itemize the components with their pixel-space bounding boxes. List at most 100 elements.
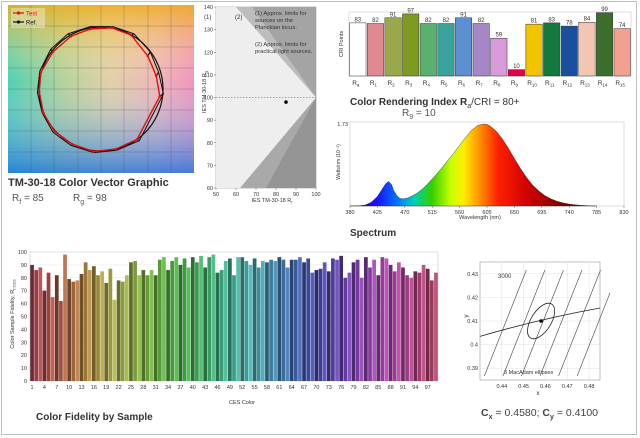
tm30-test-point xyxy=(158,94,162,98)
fidelity-x-tick-label: 25 xyxy=(128,385,134,391)
fidelity-x-tick-label: 37 xyxy=(177,385,183,391)
fidelity-bar xyxy=(199,255,203,381)
tm30-arrows xyxy=(37,26,164,153)
rf-rg-note-2: (2) Approx. limits for practical light s… xyxy=(255,42,313,55)
fidelity-y-tick-label: 20 xyxy=(21,353,27,359)
fidelity-bar xyxy=(157,259,162,381)
fidelity-bar xyxy=(376,275,381,381)
cri-title: Color Rendering Index Ra/CRI = 80+ xyxy=(350,97,520,110)
cri-category-label: R2 xyxy=(387,80,395,88)
fidelity-bar xyxy=(281,259,286,381)
spectrum-x-tick-label: 425 xyxy=(373,210,382,216)
fidelity-bar xyxy=(178,264,183,381)
fidelity-bar xyxy=(355,259,360,381)
cri-category-label: R3 xyxy=(405,80,413,88)
fidelity-x-tick-label: 85 xyxy=(375,385,381,391)
spectrum-x-tick-label: 515 xyxy=(428,210,437,216)
cri-category-label: Ra xyxy=(352,80,360,88)
fidelity-bar xyxy=(59,301,63,381)
cie-cct-label: 3000 xyxy=(498,274,512,280)
cri-category-label: R13 xyxy=(580,80,590,88)
fidelity-x-tick-label: 67 xyxy=(301,385,307,391)
spectrum-x-tick-label: 785 xyxy=(592,210,601,216)
fidelity-bar xyxy=(306,258,311,381)
fidelity-x-tick-label: 10 xyxy=(66,385,72,391)
cri-value-label: 84 xyxy=(584,17,591,23)
fidelity-y-tick-label: 10 xyxy=(21,366,27,372)
fidelity-bar xyxy=(335,259,339,381)
fidelity-bar xyxy=(133,261,137,381)
tm30-test-point xyxy=(146,54,150,58)
rf-rg-x-label: IES TM-30-18 Rf xyxy=(252,198,294,205)
fidelity-bar xyxy=(347,272,352,381)
rf-rg-y-tick-label: 80 xyxy=(207,141,213,147)
fidelity-bar xyxy=(434,272,438,381)
cri-value-label: 74 xyxy=(619,23,626,29)
fidelity-bar xyxy=(388,264,393,381)
fidelity-bar xyxy=(100,271,104,381)
legend-ref-marker xyxy=(16,20,21,24)
fidelity-x-tick-label: 31 xyxy=(153,385,159,391)
rf-rg-y-tick-label: 130 xyxy=(204,28,213,34)
cie-y-tick-label: 0.39 xyxy=(467,366,478,372)
cie-x-tick-label: 0.46 xyxy=(540,384,551,390)
fidelity-bar xyxy=(277,257,282,381)
fidelity-bar xyxy=(273,261,278,381)
cri-bar-3 xyxy=(402,13,420,77)
fidelity-bar xyxy=(190,257,195,381)
fidelity-bar xyxy=(322,262,327,381)
rf-rg-x-tick-label: 60 xyxy=(233,192,239,198)
fidelity-bar xyxy=(83,262,88,381)
fidelity-bar xyxy=(260,261,265,381)
tm30-rf: Rf = 85 xyxy=(12,193,44,206)
fidelity-bar xyxy=(46,272,51,381)
rf-rg-y-tick-label: 140 xyxy=(204,5,213,11)
fidelity-bar xyxy=(302,262,306,381)
fidelity-bar xyxy=(137,275,142,381)
fidelity-bar xyxy=(293,259,298,381)
fidelity-bar xyxy=(149,270,154,381)
region-planckian-limits xyxy=(252,7,316,98)
fidelity-bar xyxy=(203,267,208,381)
cri-value-label: 82 xyxy=(425,18,432,24)
fidelity-bar xyxy=(129,262,133,381)
tm30-test-point xyxy=(42,111,45,115)
cri-bar-9 xyxy=(507,69,525,77)
fidelity-bar xyxy=(223,261,228,381)
fidelity-x-tick-label: 1 xyxy=(31,385,34,391)
rf-rg-x-tick-label: 50 xyxy=(213,192,219,198)
tm30-test-point xyxy=(69,34,73,38)
fidelity-bar xyxy=(244,261,249,381)
fidelity-x-tick-label: 88 xyxy=(388,385,394,391)
cri-bar-5 xyxy=(437,23,455,77)
fidelity-bar xyxy=(63,254,67,381)
cri-category-label: R9 xyxy=(511,80,519,88)
region-outer xyxy=(216,7,316,188)
cri-bar-8 xyxy=(490,37,508,77)
spectrum-x-tick-label: 650 xyxy=(510,210,519,216)
fidelity-bar xyxy=(174,257,179,381)
fidelity-y-tick-label: 60 xyxy=(21,302,27,308)
fidelity-x-tick-label: 73 xyxy=(326,385,332,391)
fidelity-bar xyxy=(38,267,43,381)
fidelity-bar xyxy=(219,270,224,381)
fidelity-y-tick-label: 0 xyxy=(24,379,27,385)
spectrum-area xyxy=(349,123,597,207)
tm30-test-point xyxy=(39,70,43,74)
cri-value-label: 10 xyxy=(513,64,520,70)
cie-isotherm-line xyxy=(484,269,527,377)
fidelity-bar xyxy=(87,270,92,381)
rf-rg-x-tick-label: 80 xyxy=(273,192,279,198)
cri-category-label: R14 xyxy=(598,80,608,88)
cri-value-label: 83 xyxy=(354,17,361,23)
tm30-legend: Test Ref. xyxy=(11,8,45,28)
spectrum-x-tick-label: 605 xyxy=(482,210,491,216)
cie-chromaticity-chart: 0.44 0.45 0.46 0.47 0.480.390.40.410.420.43 … xyxy=(464,261,610,397)
fidelity-bar xyxy=(331,258,335,381)
cie-x-tick-label: 0.44 xyxy=(496,384,507,390)
cri-value-label: 83 xyxy=(548,17,555,23)
legend-test-marker xyxy=(16,11,21,15)
cie-coordinates: Cx = 0.4580; Cy = 0.4100 xyxy=(481,407,599,422)
fidelity-y-tick-label: 30 xyxy=(21,340,27,346)
cie-ellipse-label: 3 MacAdam ellipses xyxy=(504,370,553,376)
